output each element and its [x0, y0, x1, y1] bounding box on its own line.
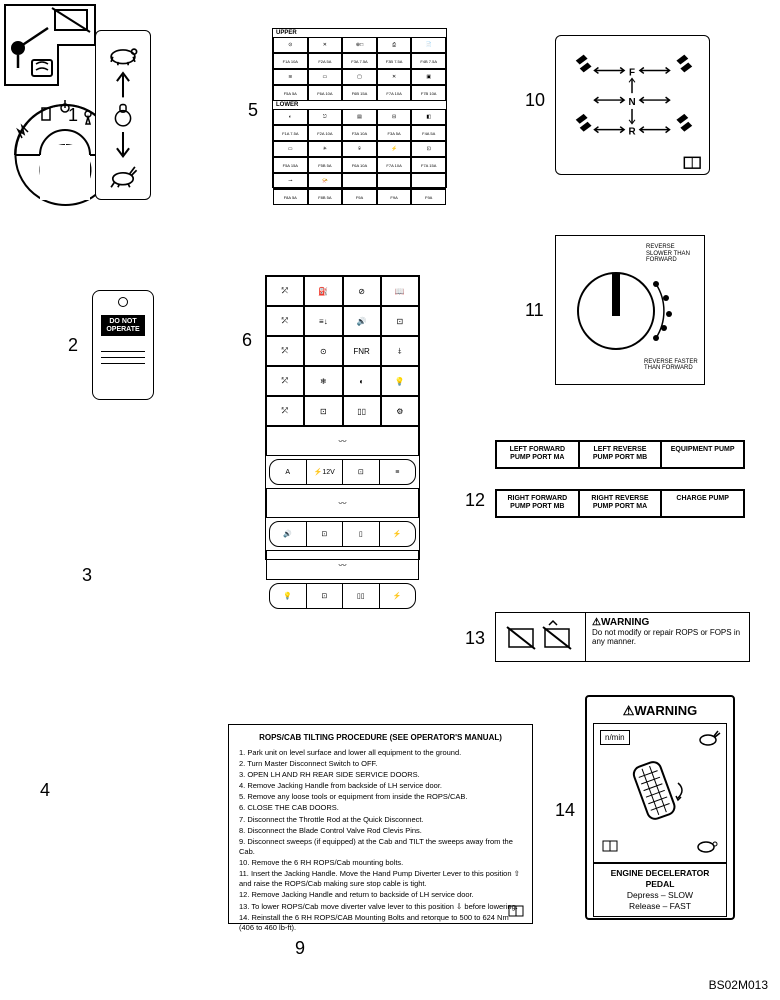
- decal-switch-panel: ⤱⛽⊘📖 ⤱≡↓🔊⊡ ⤱⊙FNR⤈ ⤱❄◐💡 ⤱⊡▯▯⚙ 〰 A⚡12V⊡≡ 〰…: [265, 275, 420, 560]
- pump-row2: RIGHT FORWARD PUMP PORT MB RIGHT REVERSE…: [495, 489, 745, 518]
- part-code: BS02M013: [709, 978, 768, 992]
- decal-decelerator: ⚠WARNING n/min ENGINE DECEL: [585, 695, 735, 920]
- decal-tilting-procedure: ROPS/CAB TILTING PROCEDURE (SEE OPERATOR…: [228, 724, 533, 924]
- ref-4: 4: [40, 780, 50, 801]
- fuse-upper-label: UPPER: [273, 29, 446, 37]
- procedure-steps: 1. Park unit on level surface and lower …: [239, 748, 522, 933]
- pedal-icon: [620, 748, 700, 838]
- turtle-icon: [106, 39, 140, 69]
- manual-icon: [508, 905, 524, 917]
- decal-reverse-speed-dial: REVERSE SLOWER THAN FORWARD REVERSE FAST…: [555, 235, 705, 385]
- rops-warning-text: ⚠WARNING Do not modify or repair ROPS or…: [586, 613, 749, 661]
- decal-battery-disconnect: [0, 0, 100, 90]
- decal-rops-warning: ⚠WARNING Do not modify or repair ROPS or…: [495, 612, 750, 662]
- rabbit-icon: [106, 161, 140, 191]
- fuse-lower-grid: ◐⎋▤⊟◧ F1A 7.5AF2A 10AF3A 10AF3A 5AF4A 5A…: [273, 109, 446, 205]
- detent-icon: [106, 100, 140, 130]
- ref-11: 11: [525, 300, 544, 321]
- fuse-upper-grid: ⊙✕⊕□⎙📄 F1A 10AF2A 5AF3A 7.5AF3B 7.5AF4B …: [273, 37, 446, 101]
- fuse-lower-label: LOWER: [273, 101, 446, 109]
- dial-bot-text: REVERSE FASTER THAN FORWARD: [644, 359, 699, 372]
- tag-lines: [101, 346, 145, 364]
- decal-direction-control: F N R: [555, 35, 710, 175]
- nmin-label: n/min: [600, 730, 630, 745]
- decel-warn: ⚠WARNING: [593, 703, 727, 719]
- decel-footer: ENGINE DECELERATOR PEDAL Depress – SLOW …: [593, 863, 727, 917]
- procedure-title: ROPS/CAB TILTING PROCEDURE (SEE OPERATOR…: [239, 733, 522, 744]
- decal-pump-ports: LEFT FORWARD PUMP PORT MA LEFT REVERSE P…: [495, 440, 745, 538]
- decal-speed-control: [95, 30, 151, 200]
- dial-top-text: REVERSE SLOWER THAN FORWARD: [646, 244, 696, 264]
- ref-3: 3: [82, 565, 92, 586]
- ref-6: 6: [242, 330, 252, 351]
- decel-panel: n/min: [593, 723, 727, 863]
- ref-10: 10: [525, 90, 545, 111]
- arrow-down-icon: [106, 130, 140, 160]
- svg-text:N: N: [628, 97, 635, 108]
- ref-5: 5: [248, 100, 258, 121]
- ref-9: 9: [295, 938, 305, 959]
- turtle-small-icon: [696, 838, 718, 854]
- decal-fuse-panel: UPPER ⊙✕⊕□⎙📄 F1A 10AF2A 5AF3A 7.5AF3B 7.…: [272, 28, 447, 188]
- rops-icon: [496, 613, 586, 661]
- ref-14: 14: [555, 800, 575, 821]
- pump-row1: LEFT FORWARD PUMP PORT MA LEFT REVERSE P…: [495, 440, 745, 469]
- arrow-up-icon: [106, 69, 140, 99]
- tag-hole: [118, 297, 128, 307]
- do-not-operate-text: DO NOT OPERATE: [101, 315, 145, 336]
- ref-12: 12: [465, 490, 485, 511]
- svg-text:R: R: [628, 127, 635, 138]
- ref-1: 1: [68, 105, 78, 126]
- rabbit-small-icon: [698, 728, 722, 748]
- manual-small-icon: [602, 840, 618, 852]
- svg-text:F: F: [629, 67, 635, 78]
- decal-do-not-operate: DO NOT OPERATE: [92, 290, 154, 400]
- ref-13: 13: [465, 628, 485, 649]
- ref-2: 2: [68, 335, 78, 356]
